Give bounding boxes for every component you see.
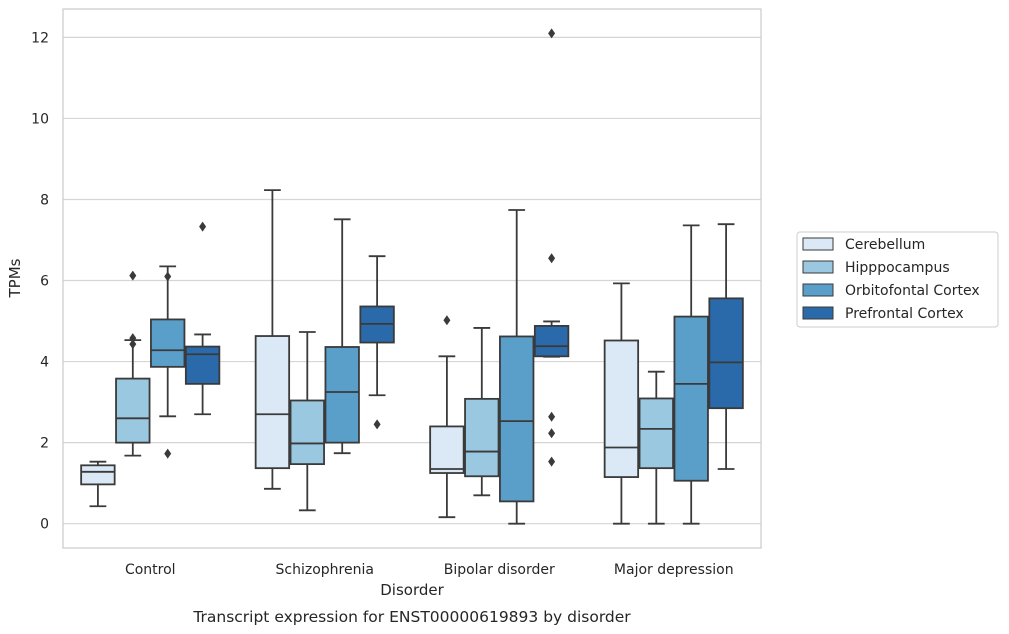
series-hipppocampus [115, 270, 674, 525]
box [254, 335, 291, 470]
x-tick-label: Control [125, 562, 176, 578]
legend-swatch [802, 283, 834, 297]
box [324, 346, 360, 444]
x-tick-label: Major depression [614, 562, 734, 578]
box-series [80, 28, 744, 525]
legend-swatch [802, 237, 834, 251]
x-tick-label: Bipolar disorder [444, 562, 555, 578]
outlier-point [164, 448, 172, 459]
y-tick-label: 12 [31, 30, 49, 46]
legend-label: Prefrontal Cortex [845, 306, 964, 322]
box [499, 335, 535, 503]
outlier-point [129, 270, 137, 281]
outlier-point [548, 428, 556, 439]
y-tick-label: 8 [40, 192, 49, 208]
box [184, 345, 221, 385]
outlier-point [373, 419, 381, 430]
outlier-point [548, 253, 556, 264]
box [603, 339, 640, 478]
y-axis-ticks: 0 2 4 6 8 10 12 [31, 30, 49, 532]
box [289, 399, 325, 466]
box [533, 325, 570, 358]
outlier-point [129, 333, 137, 344]
chart-caption: Transcript expression for ENST0000061989… [192, 608, 631, 626]
outlier-point [548, 28, 556, 39]
series-cerebellum [80, 189, 640, 525]
y-tick-label: 0 [40, 517, 49, 533]
box [115, 377, 151, 444]
legend-swatch [802, 260, 834, 274]
legend-label: Hipppocampus [845, 260, 950, 276]
outlier-point [164, 271, 172, 282]
outlier-point [199, 221, 207, 232]
box [429, 425, 465, 474]
legend-frame [796, 231, 999, 328]
outlier-point [548, 456, 556, 467]
y-tick-label: 2 [40, 436, 49, 452]
outlier-point [129, 339, 137, 350]
x-axis-label: Disorder [380, 581, 444, 599]
legend: Cerebellum Hipppocampus Orbitofontal Corte… [796, 231, 999, 328]
box [673, 315, 709, 482]
box [708, 297, 744, 410]
box [464, 397, 500, 478]
y-tick-label: 4 [40, 355, 49, 371]
y-tick-label: 10 [31, 111, 49, 127]
outlier-point [443, 315, 451, 326]
x-tick-label: Schizophrenia [276, 562, 374, 578]
box [150, 318, 186, 368]
x-axis-ticks: Control Schizophrenia Bipolar disorder Majo… [125, 562, 734, 578]
box [638, 397, 674, 470]
box [80, 464, 116, 486]
legend-label: Orbitofontal Cortex [845, 283, 980, 299]
legend-label: Cerebellum [845, 237, 925, 253]
y-axis-label: TPMs [6, 258, 24, 298]
series-prefrontal-cortex [184, 28, 744, 470]
outlier-point [548, 411, 556, 422]
plot-area-frame [62, 8, 762, 549]
series-orbitofontal-cortex [150, 209, 709, 525]
legend-swatch [802, 306, 834, 320]
y-tick-label: 6 [40, 274, 49, 290]
